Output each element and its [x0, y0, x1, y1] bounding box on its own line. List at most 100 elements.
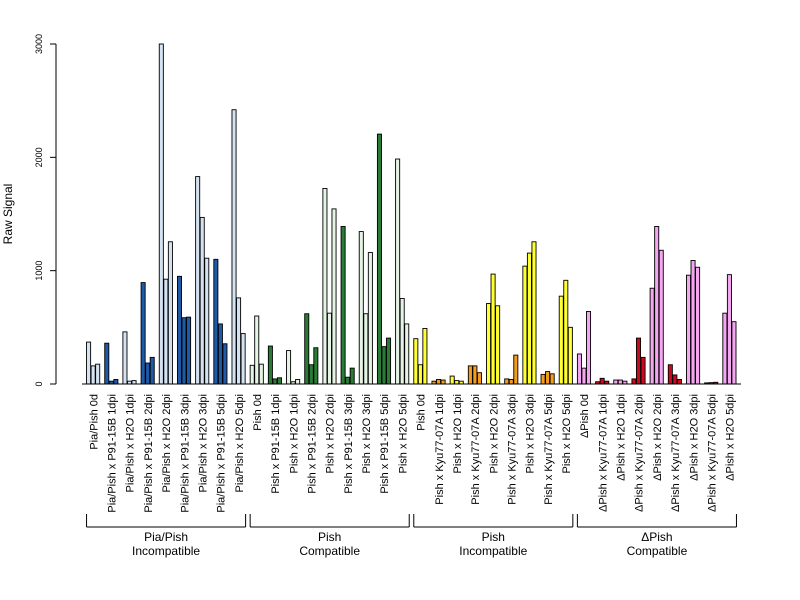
x-tick-label: ΔPish x H2O 3dpi [688, 394, 700, 481]
group-label-line1: Pish [482, 530, 505, 544]
bar [549, 373, 555, 385]
bar [472, 365, 478, 385]
bar [531, 241, 537, 385]
x-tick-label: Pish x H2O 2dpi [488, 394, 500, 473]
bar [254, 315, 260, 385]
bar [213, 258, 219, 385]
bar [672, 374, 678, 385]
x-tick-label: Pia/Pish x P91-15B 5dpi [216, 394, 228, 513]
x-tick-label: Pish x P91-15B 2dpi [307, 394, 319, 494]
bar [222, 343, 228, 385]
x-tick-label: Pish x P91-15B 1dpi [270, 394, 282, 494]
bar [558, 295, 564, 385]
bar [176, 275, 182, 385]
y-tick-label: 3000 [34, 34, 44, 54]
bar [249, 364, 255, 385]
bar [636, 337, 642, 385]
bar [490, 273, 496, 385]
bar [186, 316, 192, 385]
x-tick-label: ΔPish x H2O 5dpi [725, 394, 737, 481]
x-tick-label: Pish x P91-15B 3dpi [343, 394, 355, 494]
x-axis: Pia/Pish 0d Pia/Pish x P91-15B 1dpi Pia/Pi… [82, 383, 741, 513]
x-tick-label: Pish x H2O 3dpi [525, 394, 537, 473]
group-label-line2: Incompatible [459, 544, 527, 558]
bar [149, 356, 155, 385]
bar [308, 364, 314, 385]
bar [181, 317, 187, 385]
group-label-line2: Compatible [299, 544, 360, 558]
bar [113, 379, 119, 385]
group-label-line1: Pia/Pish [144, 530, 188, 544]
x-tick-label: ΔPish 0d [579, 394, 591, 438]
bar [204, 257, 210, 385]
x-tick-label: Pia/Pish x H2O 5dpi [234, 394, 246, 492]
bar [286, 350, 292, 385]
bar [731, 321, 737, 385]
bar [658, 249, 664, 385]
x-tick-label: Pish x H2O 5dpi [561, 394, 573, 473]
bar [140, 282, 146, 385]
x-tick-label: Pia/Pish x P91-15B 2dpi [143, 394, 155, 513]
x-tick-label: ΔPish x Kyu77-07A 2dpi [634, 394, 646, 512]
bar [563, 279, 569, 385]
bar [486, 303, 492, 385]
bar [272, 378, 278, 385]
x-tick-label: ΔPish x Kyu77-07A 3dpi [670, 394, 682, 512]
bar [413, 338, 419, 385]
bar [395, 158, 401, 385]
x-tick-label: Pia/Pish x H2O 3dpi [197, 394, 209, 492]
bar [217, 323, 223, 385]
bar [613, 379, 619, 385]
bar [631, 378, 637, 385]
x-tick-label: ΔPish x H2O 1dpi [616, 394, 628, 481]
bar [695, 266, 701, 385]
x-tick-label: Pish x H2O 5dpi [397, 394, 409, 473]
bar [158, 43, 164, 385]
bar [331, 208, 337, 385]
x-tick-label: Pish x Kyu77-07A 2dpi [470, 394, 482, 505]
bar [313, 347, 319, 385]
y-tick-label: 0 [34, 381, 44, 386]
group-label-line2: Incompatible [132, 544, 200, 558]
x-tick-label: Pia/Pish x H2O 1dpi [125, 394, 137, 492]
bars [86, 43, 737, 385]
bar [640, 356, 646, 385]
bar [726, 274, 732, 385]
bar [367, 252, 373, 385]
x-tick-label: Pish 0d [416, 394, 428, 431]
bar [667, 364, 673, 385]
bar [581, 367, 587, 385]
bar [508, 379, 514, 385]
bar [440, 379, 446, 385]
y-tick-label: 2000 [34, 147, 44, 167]
bar [545, 371, 551, 385]
bar [376, 133, 382, 385]
bar [522, 265, 528, 385]
bar [258, 363, 264, 385]
x-tick-label: Pia/Pish x P91-15B 3dpi [179, 394, 191, 513]
bar [358, 231, 364, 385]
group-label-line1: Pish [318, 530, 341, 544]
bar [649, 287, 655, 385]
bar [676, 379, 682, 385]
bar [467, 365, 473, 385]
bar [386, 337, 392, 385]
bar [404, 323, 410, 385]
x-tick-label: Pia/Pish x H2O 2dpi [161, 394, 173, 492]
bar [236, 297, 242, 385]
bar [567, 326, 573, 385]
x-tick-label: ΔPish x Kyu77-07A 1dpi [597, 394, 609, 512]
bar [513, 354, 519, 385]
bar [454, 380, 460, 385]
bar [690, 260, 696, 385]
bar [449, 375, 455, 385]
bar [349, 367, 355, 385]
x-tick-label: ΔPish x H2O 2dpi [652, 394, 664, 481]
x-tick-label: Pish x Kyu77-07A 1dpi [434, 394, 446, 505]
bar [540, 373, 546, 385]
bar [363, 313, 369, 385]
bar [199, 216, 205, 385]
bar [504, 378, 510, 385]
bar [476, 372, 482, 385]
